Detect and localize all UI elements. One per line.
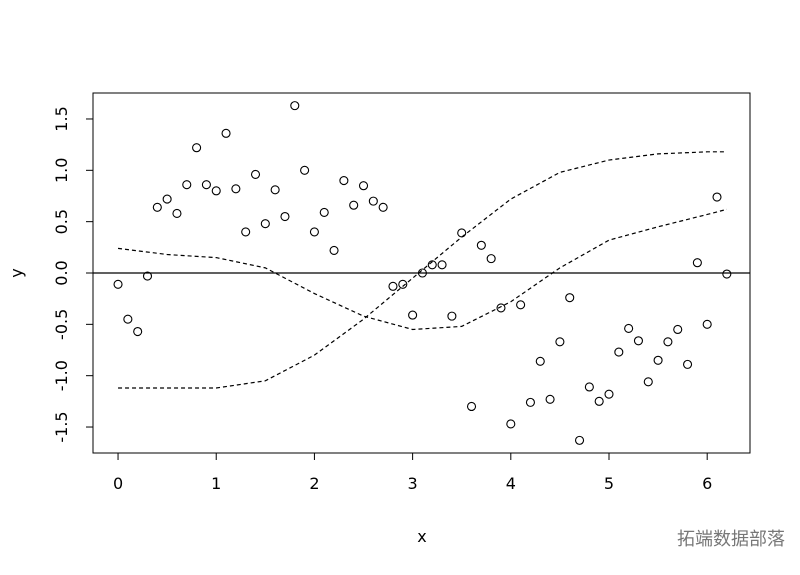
point xyxy=(447,311,457,321)
y-tick-label: 1.0 xyxy=(52,158,71,183)
point xyxy=(142,271,153,281)
point xyxy=(496,303,506,313)
y-tick-label: 0.0 xyxy=(52,260,71,285)
point xyxy=(388,281,398,291)
dashed-curve xyxy=(118,151,727,389)
point xyxy=(457,228,467,238)
point xyxy=(211,186,221,196)
watermark: 拓端数据部落 xyxy=(677,529,785,550)
point xyxy=(152,202,162,212)
point xyxy=(604,389,614,399)
point xyxy=(663,337,673,347)
point xyxy=(525,397,535,407)
point xyxy=(280,211,290,222)
x-tick-label: 4 xyxy=(506,474,516,493)
y-tick-label: -0.5 xyxy=(52,309,71,340)
point xyxy=(339,176,349,186)
point xyxy=(624,323,634,333)
point xyxy=(476,240,486,250)
point xyxy=(398,279,408,289)
point xyxy=(378,202,388,212)
point xyxy=(486,254,496,264)
y-tick-label: 1.5 xyxy=(52,106,71,131)
point xyxy=(309,227,319,237)
point xyxy=(192,143,202,153)
point xyxy=(260,219,270,229)
y-tick-label: 0.5 xyxy=(52,209,71,234)
point xyxy=(172,208,182,218)
point xyxy=(329,245,339,255)
point xyxy=(633,336,644,346)
point xyxy=(565,293,575,303)
point xyxy=(535,356,545,366)
x-tick-label: 0 xyxy=(113,474,123,493)
x-tick-label: 6 xyxy=(702,474,712,493)
point xyxy=(466,401,477,412)
point xyxy=(643,377,653,387)
point xyxy=(437,260,447,270)
point xyxy=(250,169,261,179)
point xyxy=(417,268,427,278)
point xyxy=(201,180,211,190)
point xyxy=(319,207,329,217)
point xyxy=(427,260,437,270)
point xyxy=(162,194,172,204)
point xyxy=(692,258,702,268)
point xyxy=(673,324,683,335)
point xyxy=(270,185,280,195)
point xyxy=(614,347,624,357)
x-tick-label: 3 xyxy=(408,474,418,493)
y-tick-label: -1.5 xyxy=(52,411,71,442)
point xyxy=(653,355,663,365)
point xyxy=(231,184,241,194)
point xyxy=(408,310,418,320)
point xyxy=(300,165,310,175)
point xyxy=(506,419,516,429)
point xyxy=(722,269,732,279)
point xyxy=(182,180,192,190)
point xyxy=(594,396,604,406)
point xyxy=(555,337,565,347)
x-tick-label: 2 xyxy=(309,474,319,493)
point xyxy=(574,435,585,445)
point xyxy=(584,382,594,392)
point xyxy=(349,200,359,210)
y-axis-label: y xyxy=(7,268,26,277)
point xyxy=(113,279,123,289)
x-tick-label: 5 xyxy=(604,474,614,493)
x-tick-label: 1 xyxy=(211,474,221,493)
point xyxy=(133,326,143,337)
point xyxy=(368,196,378,206)
point xyxy=(123,314,133,324)
point xyxy=(290,101,300,111)
x-axis-label: x xyxy=(417,527,426,546)
point xyxy=(221,128,231,138)
point xyxy=(545,394,555,404)
point xyxy=(702,319,712,329)
point xyxy=(358,181,369,191)
point xyxy=(683,359,693,369)
point xyxy=(516,300,526,310)
y-tick-label: -1.0 xyxy=(52,360,71,391)
point xyxy=(241,227,251,237)
dashed-curve xyxy=(117,208,727,331)
point xyxy=(712,192,722,202)
